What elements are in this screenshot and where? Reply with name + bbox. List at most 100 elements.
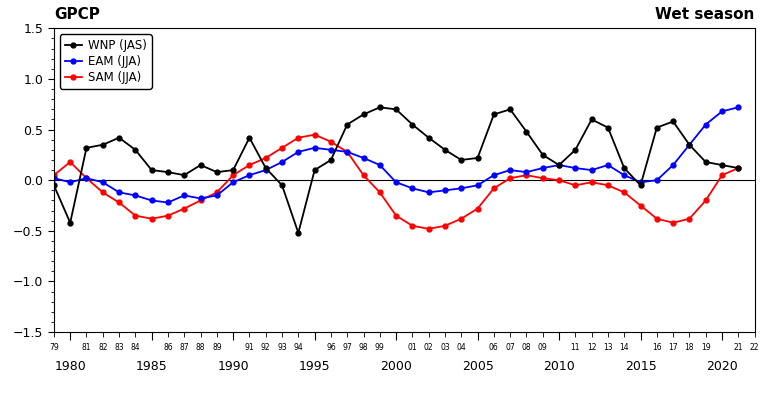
- Text: 84: 84: [131, 343, 140, 352]
- Text: 11: 11: [571, 343, 580, 352]
- Text: 99: 99: [375, 343, 385, 352]
- Line: EAM (JJA): EAM (JJA): [52, 105, 741, 205]
- WNP (JAS): [98, 142, 107, 147]
- EAM (JJA): [375, 162, 384, 168]
- EAM (JJA): [473, 183, 482, 188]
- SAM (JJA): [147, 216, 156, 221]
- WNP (JAS): [538, 152, 547, 157]
- EAM (JJA): [440, 188, 450, 193]
- WNP (JAS): [375, 105, 384, 110]
- Text: 19: 19: [701, 343, 711, 352]
- Text: 83: 83: [114, 343, 124, 352]
- SAM (JJA): [587, 180, 596, 185]
- Text: 16: 16: [652, 343, 661, 352]
- SAM (JJA): [391, 213, 400, 218]
- WNP (JAS): [522, 129, 531, 134]
- EAM (JJA): [522, 170, 531, 175]
- EAM (JJA): [147, 198, 156, 203]
- EAM (JJA): [391, 180, 400, 185]
- EAM (JJA): [115, 190, 124, 195]
- WNP (JAS): [229, 168, 238, 173]
- Text: 21: 21: [734, 343, 743, 352]
- EAM (JJA): [554, 162, 564, 168]
- WNP (JAS): [277, 183, 286, 188]
- Text: 93: 93: [277, 343, 287, 352]
- SAM (JJA): [179, 206, 189, 211]
- WNP (JAS): [261, 166, 270, 171]
- WNP (JAS): [620, 166, 629, 171]
- Text: 2015: 2015: [624, 360, 656, 373]
- SAM (JJA): [293, 135, 303, 140]
- SAM (JJA): [620, 190, 629, 195]
- SAM (JJA): [506, 176, 515, 181]
- SAM (JJA): [522, 173, 531, 177]
- WNP (JAS): [554, 162, 564, 168]
- WNP (JAS): [571, 147, 580, 152]
- SAM (JJA): [685, 216, 694, 221]
- Text: 2020: 2020: [706, 360, 738, 373]
- EAM (JJA): [734, 105, 743, 110]
- SAM (JJA): [424, 226, 434, 231]
- EAM (JJA): [343, 149, 352, 154]
- Text: 88: 88: [196, 343, 206, 352]
- EAM (JJA): [213, 193, 222, 198]
- Line: WNP (JAS): WNP (JAS): [52, 105, 741, 235]
- Text: 2000: 2000: [380, 360, 412, 373]
- EAM (JJA): [457, 186, 466, 191]
- SAM (JJA): [326, 139, 336, 144]
- WNP (JAS): [440, 147, 450, 152]
- SAM (JJA): [554, 178, 564, 183]
- Text: 04: 04: [457, 343, 466, 352]
- Text: 97: 97: [343, 343, 352, 352]
- Text: 07: 07: [505, 343, 515, 352]
- SAM (JJA): [473, 206, 482, 211]
- SAM (JJA): [457, 216, 466, 221]
- SAM (JJA): [652, 216, 661, 221]
- Text: 03: 03: [440, 343, 450, 352]
- EAM (JJA): [668, 162, 678, 168]
- WNP (JAS): [49, 183, 59, 188]
- EAM (JJA): [65, 180, 75, 185]
- EAM (JJA): [163, 200, 172, 205]
- WNP (JAS): [65, 220, 75, 225]
- EAM (JJA): [310, 145, 320, 150]
- EAM (JJA): [49, 176, 59, 181]
- WNP (JAS): [489, 112, 498, 117]
- WNP (JAS): [457, 158, 466, 162]
- WNP (JAS): [326, 158, 336, 162]
- SAM (JJA): [65, 160, 75, 164]
- SAM (JJA): [440, 223, 450, 228]
- WNP (JAS): [636, 183, 645, 188]
- WNP (JAS): [245, 135, 254, 140]
- Text: 91: 91: [245, 343, 254, 352]
- SAM (JJA): [604, 183, 613, 188]
- SAM (JJA): [375, 190, 384, 195]
- Text: 1990: 1990: [217, 360, 249, 373]
- WNP (JAS): [343, 122, 352, 127]
- WNP (JAS): [147, 168, 156, 173]
- SAM (JJA): [571, 183, 580, 188]
- Text: 22: 22: [750, 343, 759, 352]
- EAM (JJA): [82, 176, 91, 181]
- SAM (JJA): [718, 173, 727, 177]
- Text: 87: 87: [179, 343, 189, 352]
- WNP (JAS): [506, 107, 515, 112]
- SAM (JJA): [49, 173, 59, 177]
- EAM (JJA): [359, 156, 368, 160]
- Legend: WNP (JAS), EAM (JJA), SAM (JJA): WNP (JAS), EAM (JJA), SAM (JJA): [60, 34, 152, 89]
- WNP (JAS): [163, 170, 172, 175]
- WNP (JAS): [82, 145, 91, 150]
- SAM (JJA): [115, 200, 124, 205]
- WNP (JAS): [408, 122, 417, 127]
- SAM (JJA): [213, 190, 222, 195]
- Text: 01: 01: [407, 343, 417, 352]
- WNP (JAS): [196, 162, 205, 168]
- SAM (JJA): [245, 162, 254, 168]
- Text: 96: 96: [326, 343, 336, 352]
- EAM (JJA): [604, 162, 613, 168]
- Text: 1985: 1985: [136, 360, 168, 373]
- Text: 08: 08: [521, 343, 531, 352]
- EAM (JJA): [131, 193, 140, 198]
- SAM (JJA): [668, 220, 678, 225]
- Text: 81: 81: [82, 343, 91, 352]
